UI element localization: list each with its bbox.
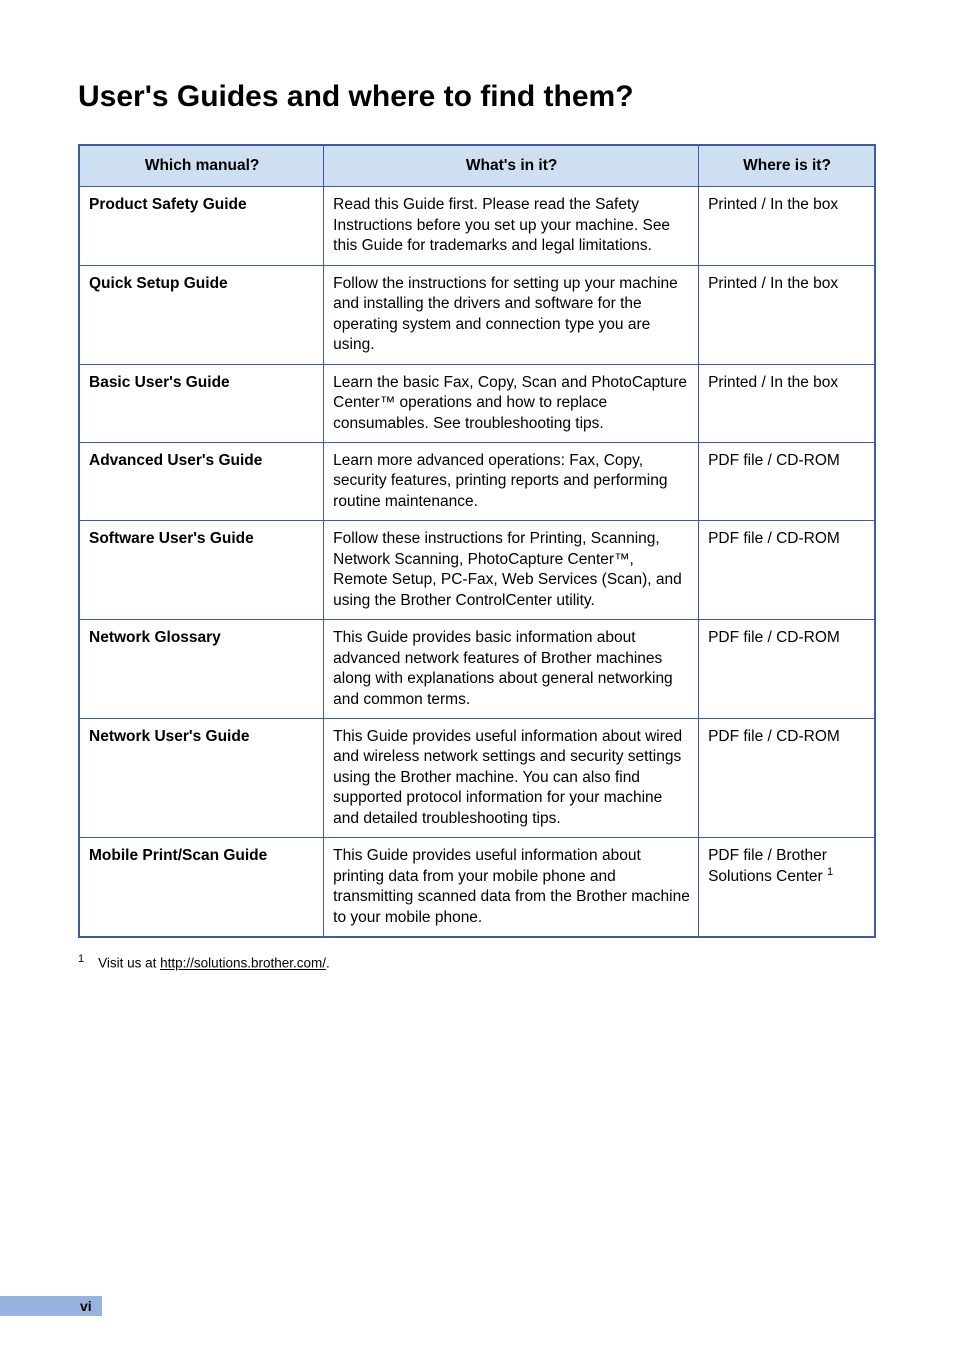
cell-whatsin: Follow the instructions for setting up y…	[324, 265, 699, 364]
cell-manual: Basic User's Guide	[79, 364, 324, 442]
where-text: Printed / In the box	[708, 374, 838, 391]
footnote-link[interactable]: http://solutions.brother.com/	[160, 956, 326, 971]
table-row: Mobile Print/Scan GuideThis Guide provid…	[79, 838, 875, 937]
cell-where: PDF file / CD-ROM	[699, 442, 875, 520]
table-row: Quick Setup GuideFollow the instructions…	[79, 265, 875, 364]
cell-where: PDF file / CD-ROM	[699, 718, 875, 837]
cell-whatsin: This Guide provides useful information a…	[324, 718, 699, 837]
footnote-number: 1	[78, 953, 84, 965]
cell-manual: Software User's Guide	[79, 521, 324, 620]
where-text: PDF file / CD-ROM	[708, 530, 840, 547]
table-row: Basic User's GuideLearn the basic Fax, C…	[79, 364, 875, 442]
cell-whatsin: Follow these instructions for Printing, …	[324, 521, 699, 620]
cell-manual: Quick Setup Guide	[79, 265, 324, 364]
footnote: 1 Visit us at http://solutions.brother.co…	[78, 952, 876, 972]
footnote-ref: 1	[827, 866, 833, 878]
page-title: User's Guides and where to find them?	[78, 80, 876, 114]
page-number: vi	[0, 1296, 102, 1316]
cell-whatsin: This Guide provides basic information ab…	[324, 620, 699, 719]
table-row: Network User's GuideThis Guide provides …	[79, 718, 875, 837]
cell-whatsin: Learn more advanced operations: Fax, Cop…	[324, 442, 699, 520]
header-where-is-it: Where is it?	[699, 145, 875, 187]
cell-whatsin: Learn the basic Fax, Copy, Scan and Phot…	[324, 364, 699, 442]
where-text: Printed / In the box	[708, 275, 838, 292]
where-text: PDF file / CD-ROM	[708, 452, 840, 469]
cell-where: PDF file / CD-ROM	[699, 521, 875, 620]
cell-whatsin: This Guide provides useful information a…	[324, 838, 699, 937]
cell-manual: Product Safety Guide	[79, 187, 324, 265]
footnote-suffix: .	[326, 956, 330, 971]
where-text: PDF file / Brother Solutions Center	[708, 847, 827, 884]
cell-where: PDF file / CD-ROM	[699, 620, 875, 719]
where-text: PDF file / CD-ROM	[708, 629, 840, 646]
cell-manual: Mobile Print/Scan Guide	[79, 838, 324, 937]
table-row: Advanced User's GuideLearn more advanced…	[79, 442, 875, 520]
cell-where: Printed / In the box	[699, 187, 875, 265]
table-row: Software User's GuideFollow these instru…	[79, 521, 875, 620]
cell-where: Printed / In the box	[699, 364, 875, 442]
cell-manual: Network User's Guide	[79, 718, 324, 837]
table-row: Network GlossaryThis Guide provides basi…	[79, 620, 875, 719]
cell-manual: Advanced User's Guide	[79, 442, 324, 520]
table-row: Product Safety GuideRead this Guide firs…	[79, 187, 875, 265]
where-text: Printed / In the box	[708, 196, 838, 213]
cell-where: Printed / In the box	[699, 265, 875, 364]
table-header-row: Which manual? What's in it? Where is it?	[79, 145, 875, 187]
guides-table: Which manual? What's in it? Where is it?…	[78, 144, 876, 938]
footnote-prefix: Visit us at	[98, 956, 160, 971]
header-whats-in-it: What's in it?	[324, 145, 699, 187]
header-which-manual: Which manual?	[79, 145, 324, 187]
cell-where: PDF file / Brother Solutions Center 1	[699, 838, 875, 937]
cell-manual: Network Glossary	[79, 620, 324, 719]
where-text: PDF file / CD-ROM	[708, 728, 840, 745]
cell-whatsin: Read this Guide first. Please read the S…	[324, 187, 699, 265]
